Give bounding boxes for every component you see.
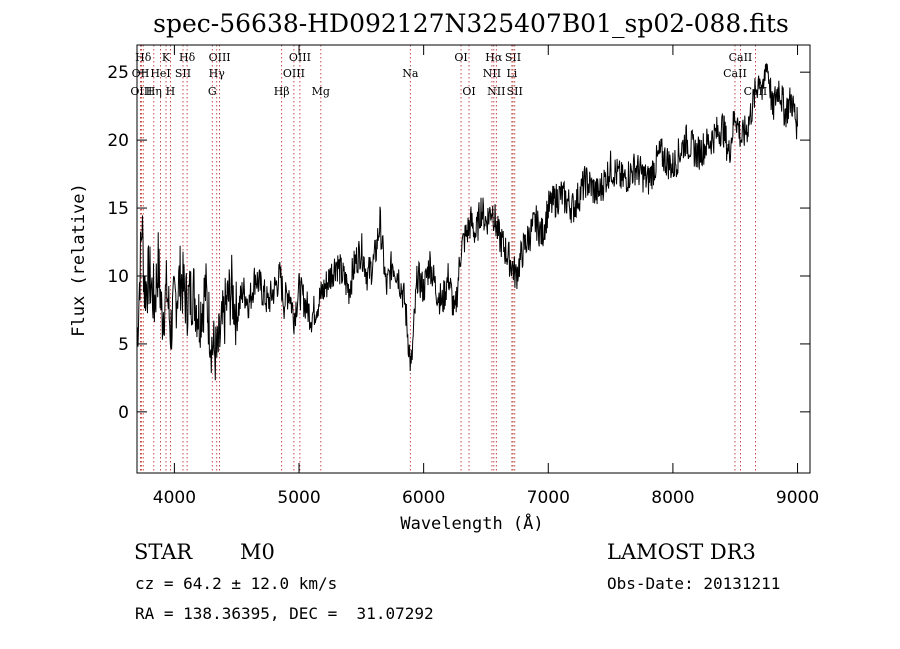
marker-label: Hη	[146, 85, 162, 98]
marker-label: NII	[483, 67, 501, 80]
marker-label: OIII	[289, 51, 311, 64]
x-tick-label: 5000	[277, 488, 320, 508]
marker-label: Hδ	[179, 51, 196, 64]
marker-label: K	[162, 51, 171, 64]
marker-label: Hα	[485, 51, 503, 64]
marker-label: OI	[462, 85, 475, 98]
marker-label: NII	[487, 85, 505, 98]
marker-label: Hδ	[135, 51, 152, 64]
marker-label: CaII	[723, 67, 747, 80]
marker-label: OIII	[130, 85, 152, 98]
redshift-readout: cz = 64.2 ± 12.0 km/s	[135, 574, 338, 593]
marker-label: Hγ	[209, 67, 226, 80]
marker-label: G	[208, 85, 217, 98]
x-tick-label: 6000	[402, 488, 445, 508]
marker-label: Hβ	[274, 85, 290, 98]
marker-label: OII	[132, 67, 150, 80]
marker-label: CaII	[729, 51, 753, 64]
axes: 4000 5000 6000 7000 8000 9000 0 5 10 15 20 25	[107, 44, 819, 508]
y-tick-label: 5	[118, 335, 129, 355]
marker-label: SII	[505, 51, 521, 64]
marker-label: H	[166, 85, 176, 98]
line-markers: Hδ OII OIII K HeI Hη Hδ SII H OIII Hγ G OIII OIII Hβ Mg…	[130, 45, 767, 473]
survey-name: LAMOST DR3	[607, 540, 756, 564]
marker-label: Mg	[312, 85, 330, 98]
x-tick-label: 4000	[153, 488, 196, 508]
y-axis-label: Flux (relative)	[69, 183, 89, 337]
series-line	[136, 62, 798, 381]
marker-label: Na	[402, 67, 419, 80]
x-axis-label: Wavelength (Å)	[400, 512, 543, 534]
coordinates: RA = 138.36395, DEC = 31.07292	[135, 604, 434, 623]
marker-label: Li	[506, 67, 517, 80]
plot-frame	[136, 44, 811, 474]
marker-label: SII	[507, 85, 523, 98]
chart-title: spec-56638-HD092127N325407B01_sp02-088.f…	[153, 9, 789, 38]
marker-label: OI	[454, 51, 467, 64]
y-tick-label: 25	[107, 63, 129, 83]
y-tick-label: 0	[118, 403, 129, 423]
object-class: STAR	[134, 540, 193, 564]
y-tick-label: 20	[107, 131, 129, 151]
x-tick-label: 9000	[776, 488, 819, 508]
y-tick-label: 10	[107, 267, 129, 287]
x-tick-label: 8000	[651, 488, 694, 508]
y-tick-label: 15	[107, 199, 129, 219]
series-layer	[136, 62, 798, 381]
x-tick-label: 7000	[527, 488, 570, 508]
marker-label: HeI	[150, 67, 170, 80]
marker-label: OIII	[283, 67, 305, 80]
subclass: M0	[240, 540, 275, 564]
marker-label: SII	[175, 67, 191, 80]
obs-date: Obs-Date: 20131211	[607, 574, 781, 593]
marker-label: OIII	[209, 51, 231, 64]
